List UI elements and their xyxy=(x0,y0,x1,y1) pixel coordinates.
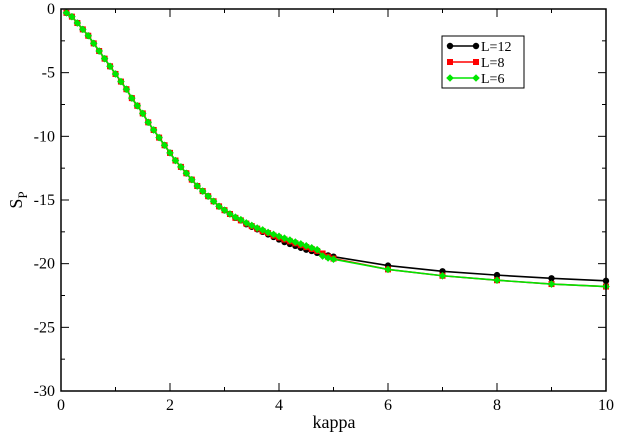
y-tick-label: 0 xyxy=(47,1,55,18)
data-point-l-6 xyxy=(242,219,251,227)
data-point-l-6 xyxy=(291,238,300,246)
x-tick-label: 10 xyxy=(598,397,614,414)
legend-entry-l-8: L=8 xyxy=(447,56,504,71)
data-point-l-6 xyxy=(171,156,180,165)
data-point-l-6 xyxy=(286,236,294,244)
data-point-l-6 xyxy=(209,197,218,206)
data-point-l-6 xyxy=(73,19,82,27)
legend-swatch-marker xyxy=(472,42,480,50)
data-point-l-6 xyxy=(258,226,267,234)
y-axis-label-main: S xyxy=(6,199,26,209)
data-point-l-6 xyxy=(247,221,256,230)
data-point-l-6 xyxy=(89,39,98,48)
data-point-l-6 xyxy=(106,62,114,71)
data-point-l-6 xyxy=(188,175,196,184)
y-axis-label: SP xyxy=(6,191,30,208)
data-point-l-6 xyxy=(198,187,207,195)
y-axis-label-subscript: P xyxy=(15,191,30,198)
legend-swatch-marker xyxy=(473,59,479,65)
data-point-l-12 xyxy=(493,271,501,279)
legend-label: L=12 xyxy=(481,40,511,55)
plot-frame xyxy=(60,8,607,392)
legend-swatch-marker xyxy=(447,59,453,65)
data-point-l-6 xyxy=(111,70,120,78)
data-point-l-6 xyxy=(275,232,283,241)
data-point-l-6 xyxy=(160,141,169,150)
data-point-l-6 xyxy=(231,213,240,221)
data-point-l-6 xyxy=(313,245,321,254)
data-point-l-6 xyxy=(166,149,174,157)
plot-area xyxy=(62,9,610,291)
data-point-l-6 xyxy=(384,265,392,274)
svg-text:SP: SP xyxy=(6,191,30,208)
series-l-6 xyxy=(62,9,610,291)
tick-labels: 0 2 4 6 8 10 0 -5 -10 -15 -20 -25 -30 xyxy=(34,1,614,414)
y-tick-label: -30 xyxy=(34,383,55,400)
legend-swatch-marker xyxy=(472,74,480,82)
y-tick-label: -20 xyxy=(34,256,55,273)
data-point-l-6 xyxy=(62,9,71,17)
data-point-l-6 xyxy=(329,255,338,264)
x-axis-label: kappa xyxy=(313,412,356,432)
data-point-l-6 xyxy=(269,230,278,239)
y-tick-label: -10 xyxy=(34,128,55,145)
data-point-l-6 xyxy=(215,202,223,211)
data-point-l-6 xyxy=(100,54,109,63)
data-point-l-6 xyxy=(84,31,93,40)
y-tick-label: -25 xyxy=(34,319,55,336)
legend-entry-l-12: L=12 xyxy=(446,40,511,55)
x-tick-label: 0 xyxy=(57,397,65,414)
data-point-l-6 xyxy=(149,126,158,134)
data-point-l-6 xyxy=(144,118,152,127)
data-point-l-6 xyxy=(493,276,501,285)
data-point-l-6 xyxy=(155,133,163,142)
legend: L=12L=8L=6 xyxy=(441,35,525,89)
data-point-l-6 xyxy=(297,240,305,248)
x-tick-label: 4 xyxy=(275,397,283,414)
data-point-l-12 xyxy=(548,275,555,282)
legend-label: L=8 xyxy=(481,56,504,71)
data-point-l-6 xyxy=(547,280,556,288)
data-point-l-6 xyxy=(324,254,332,262)
data-point-l-6 xyxy=(128,94,136,102)
data-point-l-6 xyxy=(226,210,234,218)
data-point-l-6 xyxy=(177,163,185,171)
legend-swatch-marker xyxy=(446,42,454,50)
legend-label: L=6 xyxy=(481,72,504,87)
data-point-l-6 xyxy=(204,192,212,200)
data-point-l-6 xyxy=(138,109,147,118)
data-point-l-6 xyxy=(237,215,245,224)
legend-swatch-marker xyxy=(446,74,454,82)
data-point-l-6 xyxy=(193,182,202,190)
data-point-l-6 xyxy=(438,271,447,280)
x-tick-label: 6 xyxy=(384,397,392,414)
legend-entry-l-6: L=6 xyxy=(446,72,504,87)
data-point-l-6 xyxy=(68,12,76,21)
x-tick-label: 2 xyxy=(166,397,174,414)
data-point-l-6 xyxy=(122,85,131,94)
data-point-l-6 xyxy=(280,234,289,242)
data-point-l-6 xyxy=(220,206,229,214)
data-point-l-6 xyxy=(79,25,87,34)
y-tick-label: -5 xyxy=(42,65,55,82)
data-point-l-6 xyxy=(95,47,103,55)
data-point-l-6 xyxy=(133,101,142,110)
data-point-l-6 xyxy=(117,77,125,86)
y-tick-label: -15 xyxy=(34,192,55,209)
data-point-l-6 xyxy=(182,169,191,178)
x-tick-label: 8 xyxy=(493,397,501,414)
